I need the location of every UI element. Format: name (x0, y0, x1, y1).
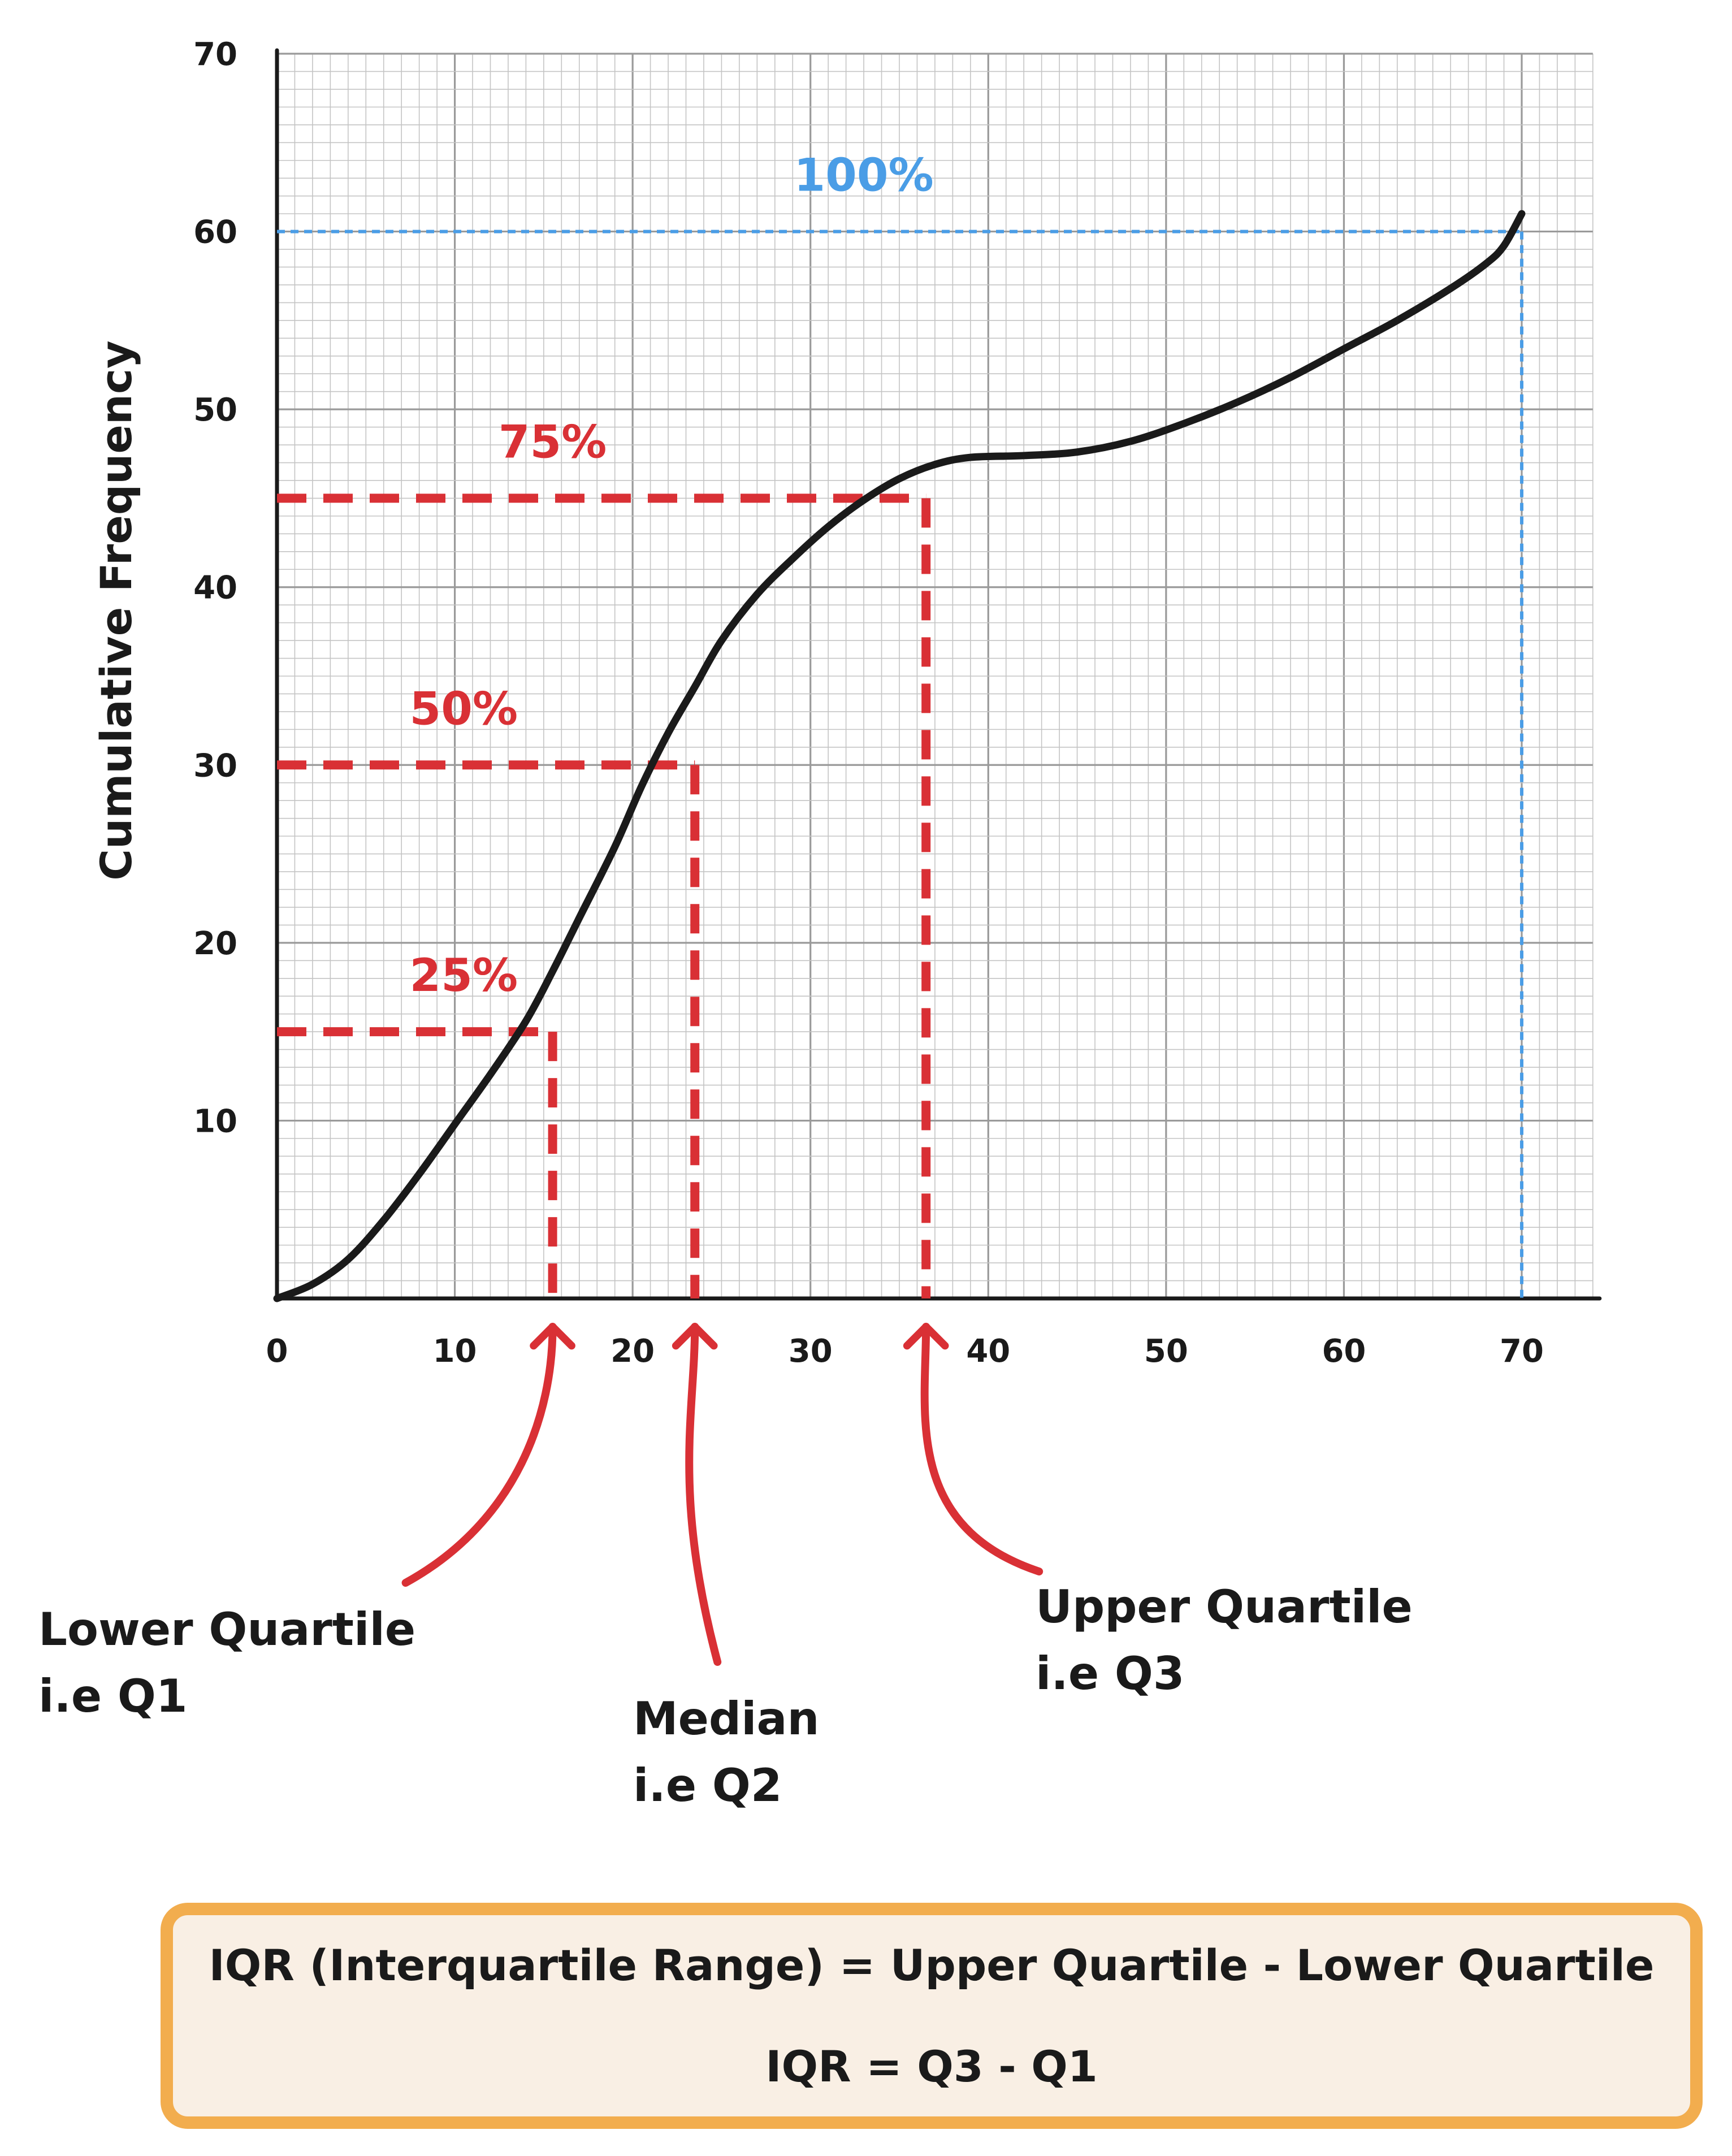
note-line: Upper Quartile (1036, 1581, 1413, 1633)
y-tick-label: 70 (193, 36, 237, 73)
percent-label-75%: 75% (499, 415, 607, 468)
arrow-lower-quartile (401, 1323, 575, 1587)
y-tick-label: 20 (193, 925, 237, 962)
note-line: i.e Q1 (38, 1670, 188, 1722)
axes (275, 48, 1602, 1301)
quartile-arrows (401, 1323, 1043, 1666)
y-axis-label: Cumulative Frequency (91, 340, 141, 880)
grid (277, 53, 1594, 1298)
x-tick-label: 30 (789, 1333, 833, 1370)
curve-layer (273, 210, 1526, 1302)
iqr-formula: IQR = Q3 - Q1 (765, 2041, 1098, 2092)
y-tick-label: 50 (193, 392, 237, 428)
x-tick-label: 50 (1144, 1333, 1188, 1370)
arrow-upper-quartile (903, 1323, 1043, 1575)
percent-label-25%: 25% (410, 949, 518, 1002)
percent-label-100%: 100% (794, 149, 934, 202)
iqr-formula-box: IQR (Interquartile Range) = Upper Quarti… (161, 1903, 1703, 2129)
y-tick-label: 10 (193, 1103, 237, 1140)
x-tick-label: 70 (1500, 1333, 1544, 1370)
percent-labels: 25% 50% 75% 100% (410, 149, 934, 1002)
quartile-notes: Lower Quartile i.e Q1 Median i.e Q2 Upper Qu… (38, 1581, 1413, 1812)
x-tick-label: 0 (266, 1333, 288, 1370)
note-line: Median (633, 1692, 820, 1745)
cumulative-frequency-curve (273, 210, 1526, 1302)
x-tick-label: 20 (610, 1333, 655, 1370)
note-line: i.e Q2 (633, 1759, 782, 1812)
tick-labels: 0 10 20 30 40 50 60 70 10 20 30 40 50 60 70 (193, 36, 1544, 1370)
x-tick-label: 40 (966, 1333, 1010, 1370)
percent-label-50%: 50% (410, 682, 518, 735)
y-tick-label: 40 (193, 570, 237, 607)
arrow-median (672, 1323, 722, 1666)
x-tick-label: 10 (433, 1333, 477, 1370)
iqr-definition: IQR (Interquartile Range) = Upper Quarti… (209, 1940, 1655, 1990)
note-line: i.e Q3 (1036, 1647, 1185, 1700)
note-line: Lower Quartile (38, 1603, 415, 1656)
y-tick-label: 60 (193, 214, 237, 251)
x-tick-label: 60 (1322, 1333, 1366, 1370)
y-tick-label: 30 (193, 747, 237, 784)
guide-lines (277, 230, 1523, 1298)
